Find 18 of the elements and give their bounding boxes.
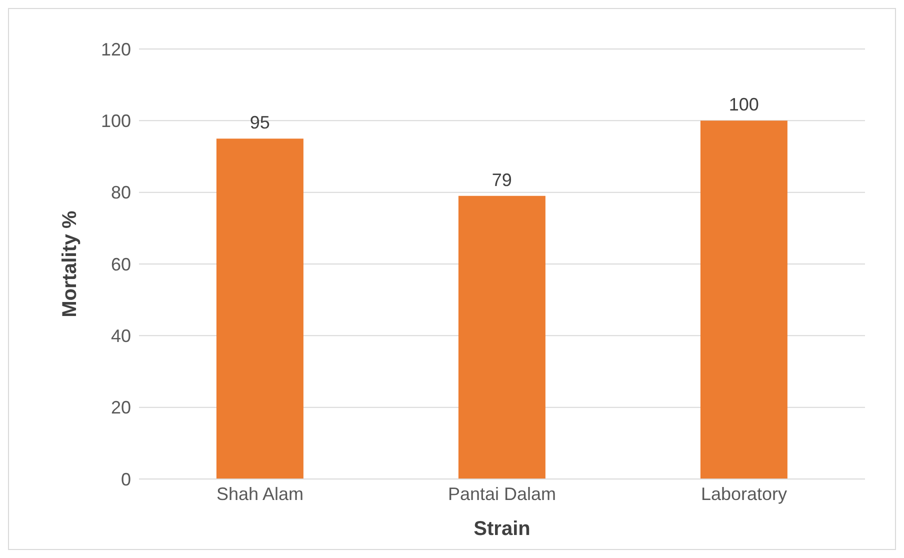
x-tick-label: Laboratory bbox=[700, 484, 788, 504]
y-tick-label: 20 bbox=[110, 398, 131, 418]
y-tick-label: 40 bbox=[110, 326, 131, 346]
bar bbox=[458, 196, 546, 479]
bar bbox=[700, 120, 788, 479]
y-tick-label: 80 bbox=[110, 182, 131, 203]
y-tick-label: 0 bbox=[120, 469, 131, 490]
x-tick-label: Pantai Dalam bbox=[448, 484, 556, 504]
x-axis-title: Strain bbox=[474, 518, 530, 540]
data-label: 79 bbox=[492, 170, 512, 190]
y-axis-title: Mortality % bbox=[59, 210, 82, 318]
data-label: 95 bbox=[250, 112, 270, 133]
bar bbox=[216, 138, 304, 479]
y-tick-label: 60 bbox=[110, 254, 131, 274]
x-tick-label: Shah Alam bbox=[216, 484, 304, 504]
y-tick-label: 100 bbox=[100, 111, 131, 132]
data-label: 100 bbox=[728, 94, 759, 115]
y-tick-label: 120 bbox=[100, 39, 131, 60]
